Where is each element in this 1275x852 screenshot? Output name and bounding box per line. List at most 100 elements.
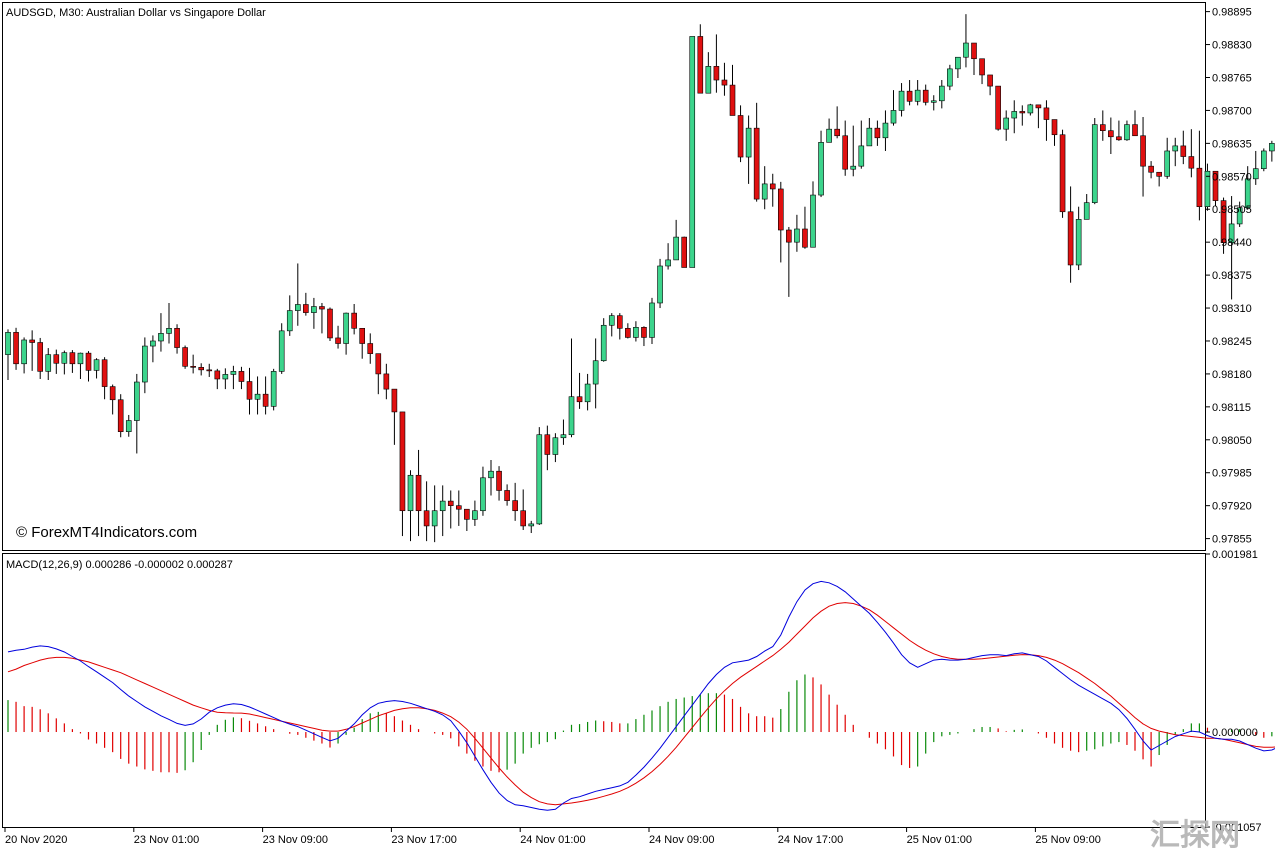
candle-body [528,523,535,527]
candle [745,115,752,184]
candle-body [488,470,494,479]
candle [190,354,196,374]
candle-body [874,127,881,139]
candle-body [842,135,849,170]
time-tick-label: 23 Nov 09:00 [263,834,328,846]
candle-body [335,337,341,344]
price-panel: AUDSGD, M30: Australian Dollar vs Singap… [2,2,1275,551]
candle [560,419,567,445]
candle [294,263,301,326]
candle [69,350,76,373]
candle [423,481,430,542]
candle-body [1051,119,1058,136]
candle [93,358,100,379]
candle-body [520,510,527,527]
candle-body [737,115,744,158]
candle [1236,201,1243,227]
candle-body [1220,200,1227,243]
candle-body [552,437,559,455]
candle-body [1059,134,1066,213]
time-tick-label: 25 Nov 09:00 [1035,834,1100,846]
candle [657,258,663,309]
price-tick-label: 0.98895 [1212,7,1252,19]
candle-body [423,510,430,527]
price-tick-label: 0.98505 [1212,204,1252,216]
time-tick-label: 24 Nov 17:00 [778,834,843,846]
candle-body [1252,168,1259,180]
candle [504,484,510,506]
candle-body [947,68,953,87]
macd-label: MACD(12,26,9) 0.000286 -0.000002 0.00028… [6,559,233,571]
candle [1132,110,1138,137]
candle-body [544,434,551,455]
candlestick-series [5,14,1275,543]
corner-logo: 汇探网 [1150,818,1240,852]
price-tick-label: 0.98700 [1212,105,1252,117]
candle-body [286,310,293,332]
candle [1035,104,1042,129]
price-tick-label: 0.97985 [1212,468,1252,480]
candle-body [504,490,510,501]
candle-body [311,306,317,313]
candle-body [761,183,768,200]
candle-body [955,56,961,70]
candle-body [608,315,615,326]
candle-body [1011,111,1018,119]
candle-body [351,312,357,329]
candle-body [1003,117,1010,130]
candle-body [45,354,52,372]
candle-body [174,328,180,348]
candle [842,120,849,176]
time-tick-label: 23 Nov 01:00 [134,834,199,846]
time-tick-label: 24 Nov 09:00 [649,834,714,846]
candle-body [600,324,607,362]
candle-body [616,315,623,329]
candle [415,449,422,537]
candle-body [198,367,204,371]
candle [971,42,977,75]
macd-panel-frame [2,553,1206,828]
price-tick-label: 0.98375 [1212,270,1252,282]
price-tick-label: 0.97920 [1212,501,1252,513]
candle [464,508,470,531]
candle-body [657,265,663,304]
candle [769,173,776,207]
candle [1067,186,1074,283]
candle [1244,166,1251,210]
candle [544,425,551,471]
candle-body [238,371,245,382]
candle [1269,140,1275,162]
candle-body [93,359,100,371]
candle-body [1124,124,1130,141]
candle-body [810,194,816,248]
candle [1140,117,1146,197]
candle-body [898,90,905,111]
candle [303,292,309,316]
candle [963,14,969,68]
candle-body [1261,150,1267,169]
candle-body [109,386,116,401]
candle-body [753,127,760,200]
candle [713,34,720,93]
macd-tick-label: -0.001057 [1212,822,1262,834]
macd-histogram [7,674,1273,773]
price-tick-label: 0.98115 [1212,402,1251,414]
candle [77,352,84,379]
candle [254,376,261,415]
candle [206,363,213,377]
candle-body [745,127,752,158]
candle [351,303,357,335]
candle-body [850,165,857,170]
candle-body [447,500,454,506]
candle-body [1156,171,1162,177]
candle-body [455,505,462,510]
candle [1019,105,1026,126]
candle-body [536,434,543,525]
candle [786,226,792,297]
candle [1148,161,1154,179]
candle [29,330,35,371]
candle [753,102,760,202]
candle-body [1043,107,1050,120]
candle [45,348,52,380]
price-tick-label: 0.98830 [1212,40,1252,52]
